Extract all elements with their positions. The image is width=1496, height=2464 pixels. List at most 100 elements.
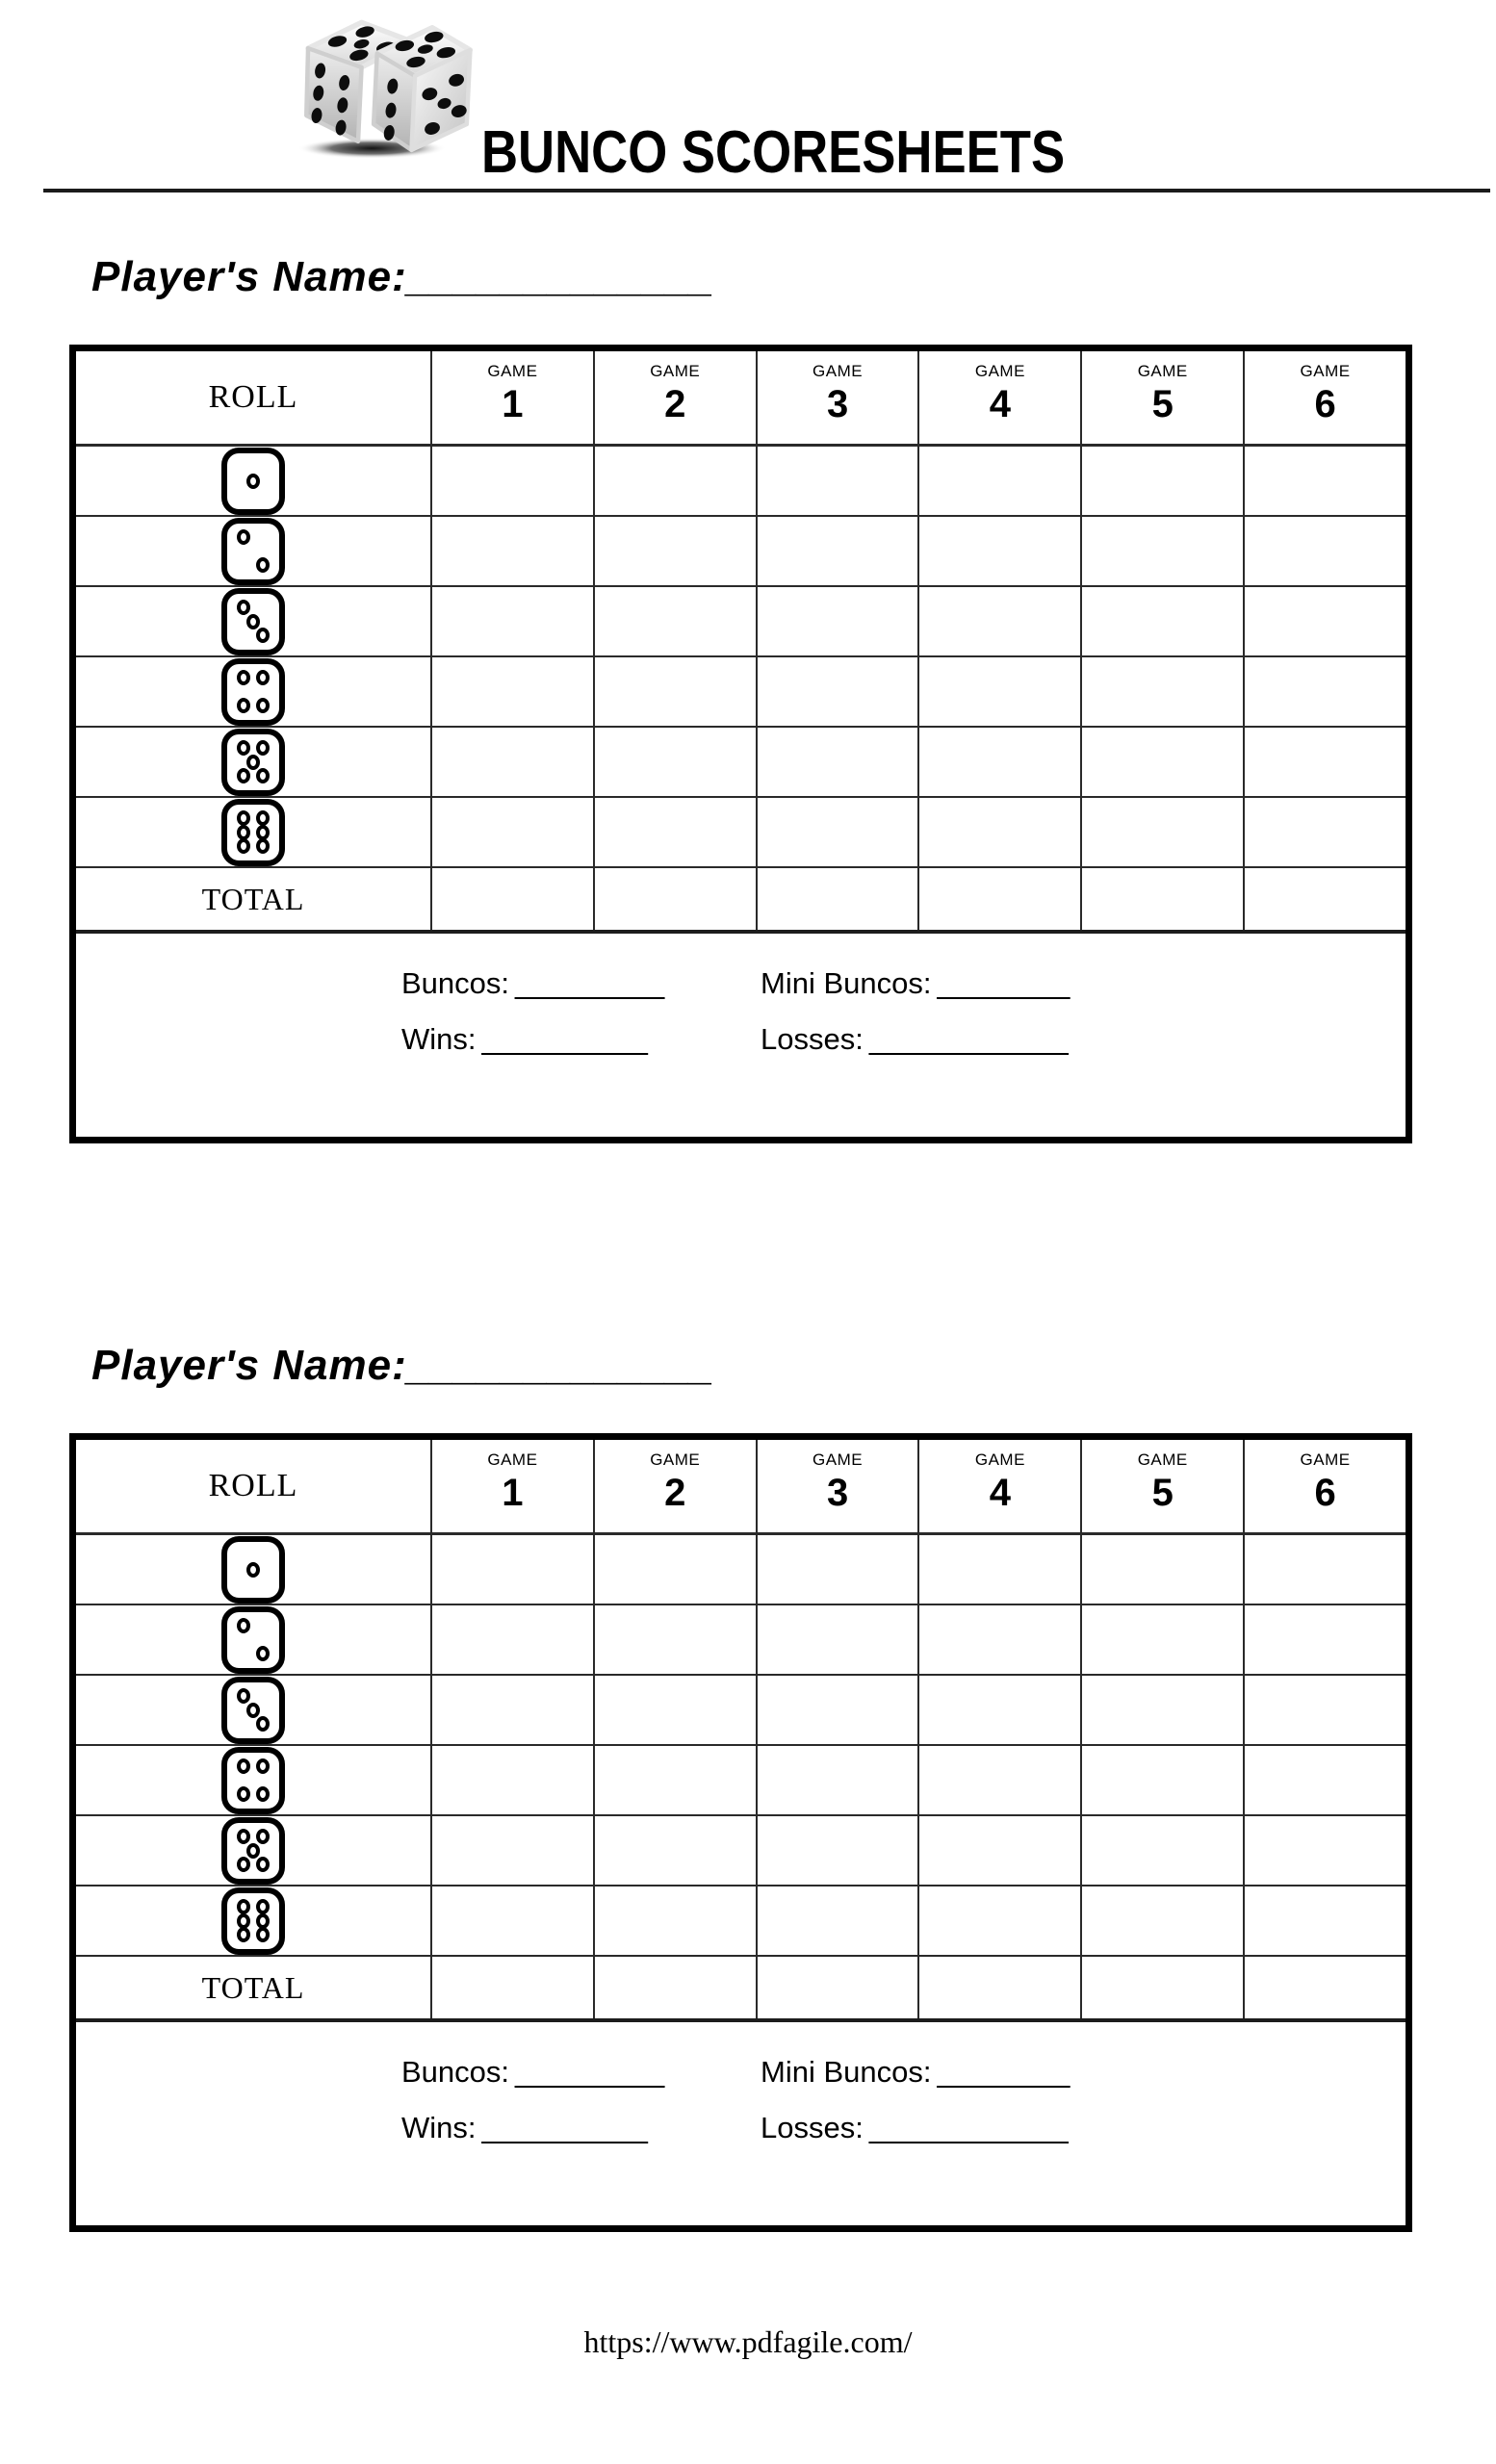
score-cell[interactable] — [917, 728, 1081, 796]
score-cell[interactable] — [430, 1746, 593, 1814]
score-cell[interactable] — [1243, 1676, 1406, 1744]
score-cell[interactable] — [592, 1746, 756, 1814]
score-cell[interactable] — [755, 1605, 918, 1674]
score-cell[interactable] — [430, 447, 593, 515]
score-cell[interactable] — [592, 517, 756, 585]
total-cell[interactable] — [430, 868, 593, 930]
total-cell[interactable] — [1243, 868, 1406, 930]
score-cell[interactable] — [1080, 1886, 1244, 1955]
score-cell[interactable] — [592, 798, 756, 866]
roll-row-5 — [76, 1814, 1406, 1885]
total-cell[interactable] — [1243, 1957, 1406, 2018]
player-name-blank[interactable]: _____________ — [406, 1342, 713, 1389]
score-cell[interactable] — [1243, 728, 1406, 796]
score-cell[interactable] — [755, 447, 918, 515]
score-cell[interactable] — [592, 447, 756, 515]
score-cell[interactable] — [1243, 1886, 1406, 1955]
score-cell[interactable] — [592, 728, 756, 796]
score-cell[interactable] — [592, 1535, 756, 1604]
buncos-blank[interactable]: _________ — [515, 2055, 665, 2089]
score-cell[interactable] — [430, 798, 593, 866]
score-cell[interactable] — [917, 587, 1081, 655]
wins-blank[interactable]: __________ — [481, 2111, 648, 2144]
total-cell[interactable] — [755, 1957, 918, 2018]
score-cell[interactable] — [917, 1816, 1081, 1885]
total-cell[interactable] — [755, 868, 918, 930]
document-header: BUNCO SCORESHEETS — [0, 0, 1496, 192]
score-cell[interactable] — [917, 1605, 1081, 1674]
buncos-blank[interactable]: _________ — [515, 966, 665, 1000]
total-cell[interactable] — [1080, 868, 1244, 930]
score-cell[interactable] — [430, 517, 593, 585]
total-cell[interactable] — [592, 868, 756, 930]
score-cell[interactable] — [1080, 587, 1244, 655]
score-cell[interactable] — [755, 728, 918, 796]
score-cell[interactable] — [1080, 1746, 1244, 1814]
score-cell[interactable] — [755, 1816, 918, 1885]
score-cell[interactable] — [430, 587, 593, 655]
score-cell[interactable] — [430, 1886, 593, 1955]
score-cell[interactable] — [1243, 1535, 1406, 1604]
score-cell[interactable] — [592, 657, 756, 726]
score-cell[interactable] — [1243, 1816, 1406, 1885]
score-cell[interactable] — [1243, 657, 1406, 726]
score-cell[interactable] — [430, 1535, 593, 1604]
score-cell[interactable] — [917, 1886, 1081, 1955]
score-cell[interactable] — [1080, 798, 1244, 866]
score-cell[interactable] — [592, 587, 756, 655]
score-cell[interactable] — [1080, 1816, 1244, 1885]
score-cell[interactable] — [592, 1605, 756, 1674]
score-cell[interactable] — [755, 1886, 918, 1955]
total-cell[interactable] — [917, 868, 1081, 930]
score-cell[interactable] — [917, 447, 1081, 515]
score-cell[interactable] — [917, 1535, 1081, 1604]
total-row: TOTAL — [76, 866, 1406, 930]
score-cell[interactable] — [755, 657, 918, 726]
score-cell[interactable] — [1080, 1676, 1244, 1744]
score-cell[interactable] — [755, 587, 918, 655]
score-cell[interactable] — [430, 657, 593, 726]
score-cell[interactable] — [592, 1676, 756, 1744]
losses-blank[interactable]: ____________ — [868, 1022, 1069, 1056]
score-cell[interactable] — [1080, 657, 1244, 726]
score-cell[interactable] — [755, 517, 918, 585]
score-cell[interactable] — [1243, 798, 1406, 866]
score-cell[interactable] — [917, 1676, 1081, 1744]
score-cell[interactable] — [430, 1605, 593, 1674]
score-cell[interactable] — [755, 798, 918, 866]
score-cell[interactable] — [430, 728, 593, 796]
score-cell[interactable] — [1243, 1605, 1406, 1674]
score-cell[interactable] — [917, 657, 1081, 726]
total-cell[interactable] — [592, 1957, 756, 2018]
mini-buncos-blank[interactable]: ________ — [937, 966, 1070, 1000]
score-cell[interactable] — [592, 1886, 756, 1955]
score-cell[interactable] — [755, 1676, 918, 1744]
score-cell[interactable] — [1243, 447, 1406, 515]
score-cell[interactable] — [1243, 1746, 1406, 1814]
player-name-blank[interactable]: _____________ — [406, 253, 713, 300]
mini-buncos-blank[interactable]: ________ — [937, 2055, 1070, 2089]
score-cell[interactable] — [592, 1816, 756, 1885]
wins-blank[interactable]: __________ — [481, 1022, 648, 1056]
score-cell[interactable] — [1080, 517, 1244, 585]
score-cell[interactable] — [1080, 1535, 1244, 1604]
source-url-link[interactable]: https://www.pdfagile.com/ — [583, 2324, 913, 2359]
total-cell[interactable] — [917, 1957, 1081, 2018]
score-cell[interactable] — [430, 1676, 593, 1744]
score-cell[interactable] — [1080, 728, 1244, 796]
score-cell[interactable] — [755, 1746, 918, 1814]
roll-header-label: ROLL — [208, 379, 298, 415]
losses-blank[interactable]: ____________ — [868, 2111, 1069, 2144]
score-cell[interactable] — [1243, 587, 1406, 655]
score-cell[interactable] — [755, 1535, 918, 1604]
score-cell[interactable] — [1080, 447, 1244, 515]
score-cell[interactable] — [1080, 1605, 1244, 1674]
score-cell[interactable] — [430, 1816, 593, 1885]
die-face-cell — [76, 1746, 430, 1814]
total-cell[interactable] — [1080, 1957, 1244, 2018]
score-cell[interactable] — [917, 517, 1081, 585]
score-cell[interactable] — [917, 798, 1081, 866]
total-cell[interactable] — [430, 1957, 593, 2018]
score-cell[interactable] — [917, 1746, 1081, 1814]
score-cell[interactable] — [1243, 517, 1406, 585]
